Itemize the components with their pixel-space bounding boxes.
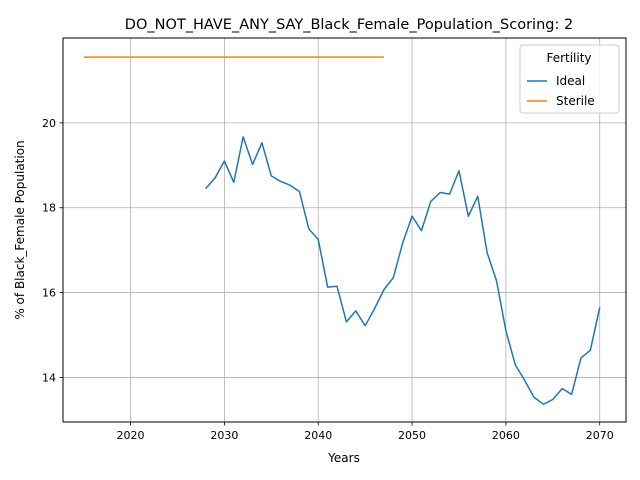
x-axis-label: Years	[327, 451, 360, 465]
legend-entries: Ideal Sterile	[527, 74, 595, 108]
legend: Fertility Ideal Sterile	[519, 44, 620, 114]
legend-box	[519, 44, 620, 114]
legend-label-ideal: Ideal	[556, 74, 585, 88]
legend-title: Fertility	[546, 51, 591, 65]
series-lines	[83, 56, 601, 405]
y-tick-label: 16	[42, 287, 56, 300]
x-tick-label: 2030	[210, 429, 238, 442]
x-tick-label: 2040	[304, 429, 332, 442]
x-tick-label: 2050	[398, 429, 426, 442]
chart-title: DO_NOT_HAVE_ANY_SAY_Black_Female_Populat…	[125, 17, 573, 33]
x-tick-label: 2070	[586, 429, 614, 442]
y-axis-label: % of Black_Female Population	[13, 140, 27, 319]
legend-label-sterile: Sterile	[556, 94, 595, 108]
y-tick-label: 14	[42, 371, 56, 384]
x-tick-label: 2020	[117, 429, 145, 442]
y-tick-label: 18	[42, 202, 56, 215]
axis-ticks: 2020 2030 2040 2050 2060 2070 14 16 18 20	[42, 117, 614, 442]
y-tick-label: 20	[42, 117, 56, 130]
plot-frame	[62, 37, 627, 423]
series-line-ideal	[205, 136, 601, 405]
x-tick-label: 2060	[492, 429, 520, 442]
